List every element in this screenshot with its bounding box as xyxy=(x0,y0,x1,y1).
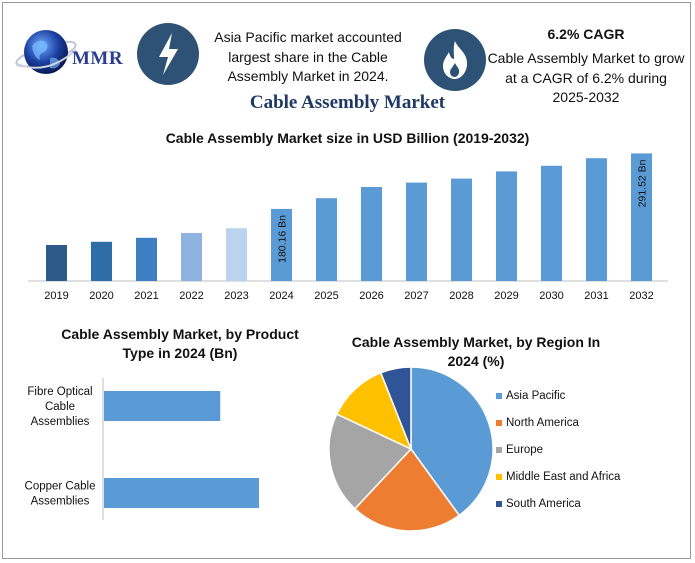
bar-2020 xyxy=(91,241,112,281)
bar-2023 xyxy=(226,228,247,281)
x-tick-label: 2026 xyxy=(359,290,383,302)
legend-label: Middle East and Africa xyxy=(506,471,621,483)
x-tick-label: 2021 xyxy=(134,290,158,302)
pie-slice-europe xyxy=(328,413,413,510)
bar-2025 xyxy=(316,198,337,281)
legend-label: North America xyxy=(506,417,579,429)
mmr-logo: MMR xyxy=(14,22,132,82)
product-type-chart-title: Cable Assembly Market, by Product Type i… xyxy=(61,326,299,361)
legend-swatch xyxy=(496,501,502,507)
pie-slice-north-america xyxy=(353,447,461,532)
bar-chart-title: Cable Assembly Market size in USD Billio… xyxy=(165,130,530,146)
bar-2029 xyxy=(496,171,517,281)
market-size-bar-chart: 2019 2020 2021 2022 2023 2024 180.16 Bn 2025 202… xyxy=(28,153,668,302)
page-title: Cable Assembly Market xyxy=(249,92,446,113)
pie-slice-middle-east-and-africa xyxy=(335,371,413,451)
bar-2022 xyxy=(181,233,202,281)
bar-2028 xyxy=(451,178,472,281)
region-pie-chart: Asia Pacific North America Europe Middle Ea… xyxy=(328,366,621,532)
product-type-bar-chart: Fibre Optical Cable Assemblies Copper Cable… xyxy=(25,378,259,520)
region-chart-title: Cable Assembly Market, by Region In 2024… xyxy=(351,334,601,369)
bar-2024 xyxy=(271,208,292,281)
legend-label: Asia Pacific xyxy=(506,390,566,402)
cagr-callout: Cable Assembly Market to grow at a CAGR … xyxy=(487,50,685,105)
bar-2030 xyxy=(541,165,562,281)
cagr-title: 6.2% CAGR xyxy=(547,26,625,42)
bar-fibre-optical-cable-assemblies xyxy=(104,391,221,421)
bar-copper-cable-assemblies xyxy=(104,478,259,508)
pie-slice-asia-pacific xyxy=(410,366,494,517)
legend-label: South America xyxy=(506,498,581,510)
x-tick-label: 2025 xyxy=(314,290,338,302)
lightning-bolt-icon xyxy=(137,23,199,85)
legend-swatch xyxy=(496,420,502,426)
legend-swatch xyxy=(496,393,502,399)
y-tick-label: Fibre Optical Cable Assemblies xyxy=(27,386,92,428)
bar-2032 xyxy=(631,153,652,281)
bar-2031 xyxy=(586,158,607,281)
bar-data-label: 180.16 Bn xyxy=(277,215,289,263)
x-tick-label: 2032 xyxy=(629,290,653,302)
x-tick-label: 2030 xyxy=(539,290,563,302)
x-tick-label: 2027 xyxy=(404,290,428,302)
x-tick-label: 2028 xyxy=(449,290,473,302)
legend-swatch xyxy=(496,474,502,480)
x-tick-label: 2020 xyxy=(89,290,113,302)
bar-2019 xyxy=(46,245,67,281)
pie-slice-south-america xyxy=(379,366,412,450)
legend-label: Europe xyxy=(506,444,543,456)
bar-2027 xyxy=(406,182,427,281)
x-tick-label: 2019 xyxy=(44,290,68,302)
x-tick-label: 2022 xyxy=(179,290,203,302)
x-tick-label: 2024 xyxy=(269,290,293,302)
legend-swatch xyxy=(496,447,502,453)
flame-icon xyxy=(424,29,486,91)
y-tick-label: Copper Cable Assemblies xyxy=(25,481,96,508)
bar-data-label: 291.52 Bn xyxy=(637,159,649,207)
logo-text: MMR xyxy=(72,48,124,69)
asia-pacific-callout: Asia Pacific market accounted largest sh… xyxy=(214,29,402,84)
x-tick-label: 2023 xyxy=(224,290,248,302)
globe-icon xyxy=(15,30,77,74)
x-tick-label: 2029 xyxy=(494,290,518,302)
bar-2021 xyxy=(136,237,157,281)
bar-2026 xyxy=(361,187,382,281)
x-tick-label: 2031 xyxy=(584,290,608,302)
